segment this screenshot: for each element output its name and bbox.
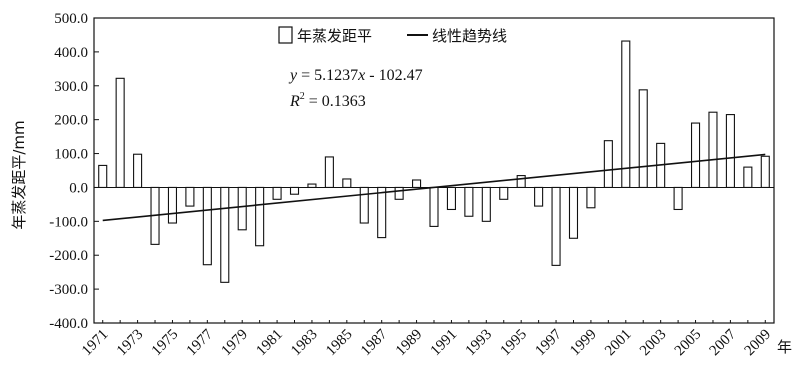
bar — [394, 186, 404, 200]
y-tick-label: 300.0 — [54, 79, 88, 95]
bar — [342, 178, 352, 188]
eq-mid: = 5.1237 — [297, 67, 358, 84]
bar — [220, 186, 230, 283]
bar — [603, 140, 613, 188]
x-tick-label: 1991 — [428, 327, 461, 360]
y-tick-label: 100.0 — [54, 147, 88, 163]
x-tick-label: 2001 — [602, 327, 635, 360]
legend-bar-label: 年蒸发距平 — [297, 27, 372, 45]
r2-letter: R — [289, 93, 300, 110]
x-tick-label: 2003 — [637, 327, 670, 360]
bar — [708, 111, 718, 188]
trend-equation: y = 5.1237x - 102.47 R2 = 0.1363 — [288, 67, 423, 110]
bar — [167, 186, 178, 224]
eq-tail: - 102.47 — [365, 67, 422, 84]
bar — [586, 186, 596, 209]
x-tick-label: 1975 — [149, 327, 182, 360]
bars — [98, 40, 770, 323]
bar — [412, 179, 422, 189]
legend-trend-label: 线性趋势线 — [432, 27, 507, 45]
y-tick-label: -400.0 — [49, 316, 88, 332]
svg-text:y = 5.1237x - 102.47: y = 5.1237x - 102.47 — [288, 67, 423, 84]
y-tick-label: 200.0 — [54, 113, 88, 129]
bar — [568, 186, 579, 239]
bar — [237, 186, 247, 231]
x-tick-labels: 1971 1973 1975 1977 1979 1981 1983 1985 1987 1989… — [79, 326, 774, 359]
bar — [359, 186, 369, 224]
bar — [377, 186, 387, 239]
y-axis-label: 年蒸发距平/mm — [10, 120, 28, 229]
bar — [202, 186, 212, 266]
x-tick-label: 1973 — [114, 327, 147, 360]
eq-y: y — [288, 67, 298, 84]
bar — [743, 166, 753, 188]
bar — [115, 77, 125, 188]
svg-text:R2 = 0.1363: R2 = 0.1363 — [289, 91, 366, 110]
x-tick-label: 1995 — [498, 327, 531, 360]
bar — [133, 153, 143, 188]
x-tick-label: 1979 — [219, 327, 252, 360]
bar — [690, 122, 701, 188]
legend: 年蒸发距平 线性趋势线 — [278, 26, 507, 45]
plot-frame — [93, 17, 775, 324]
bar — [307, 183, 317, 188]
x-tick-label: 1999 — [567, 327, 600, 360]
bar — [429, 186, 439, 227]
bar — [534, 186, 544, 207]
bar — [324, 156, 334, 188]
x-tick-label: 1985 — [323, 327, 356, 360]
bar — [185, 186, 195, 207]
bar — [98, 164, 108, 188]
x-tick-label: 1977 — [184, 326, 217, 359]
y-tick-label: -200.0 — [49, 248, 88, 264]
trend-line-group — [102, 153, 766, 222]
x-tick-label: 1981 — [253, 327, 286, 360]
x-axis-unit-label: 年 — [777, 338, 792, 356]
r2-value: = 0.1363 — [305, 93, 366, 110]
bar — [638, 89, 648, 188]
x-tick-label: 1993 — [463, 327, 496, 360]
bar — [272, 186, 282, 200]
bar — [255, 186, 265, 247]
x-tick-label: 2005 — [672, 327, 705, 360]
axes — [93, 17, 775, 324]
bar — [481, 186, 491, 222]
bar — [516, 175, 526, 188]
bar — [760, 155, 770, 189]
y-tick-label: 0.0 — [69, 180, 88, 196]
bar — [725, 114, 735, 188]
y-tick-label: 400.0 — [54, 45, 88, 61]
bar — [551, 186, 561, 266]
bar — [446, 186, 456, 211]
x-tick-label: 1983 — [288, 327, 321, 360]
bar — [673, 186, 683, 211]
y-tick-labels: 500.0 400.0 300.0 200.0 100.0 0.0 -100.0 -200.0… — [49, 11, 99, 332]
bar — [289, 186, 300, 195]
eq-x: x — [357, 67, 365, 84]
r2-sup: 2 — [300, 91, 305, 102]
x-tick-label: 2009 — [742, 327, 775, 360]
y-tick-label: -300.0 — [49, 282, 88, 298]
x-tick-label: 1989 — [393, 327, 426, 360]
bar — [621, 40, 631, 188]
legend-bar-swatch — [278, 26, 293, 44]
bar — [464, 186, 474, 217]
trend-line — [102, 153, 766, 222]
x-tick-label: 1997 — [532, 326, 565, 359]
x-tick-label: 1987 — [358, 326, 391, 359]
bar — [499, 186, 509, 200]
x-tick-label: 2007 — [707, 326, 740, 359]
y-tick-label: 500.0 — [54, 11, 88, 27]
y-tick-label: -100.0 — [49, 214, 88, 230]
